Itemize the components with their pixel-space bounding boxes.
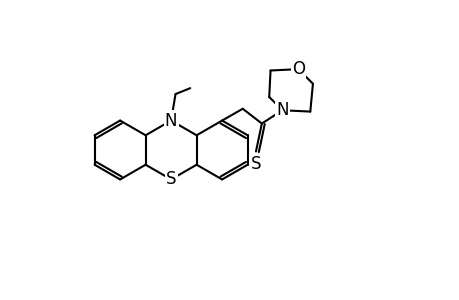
Text: O: O — [291, 60, 304, 78]
Text: S: S — [250, 155, 261, 173]
Text: N: N — [164, 112, 177, 130]
Text: S: S — [166, 170, 176, 188]
Text: N: N — [275, 101, 288, 119]
